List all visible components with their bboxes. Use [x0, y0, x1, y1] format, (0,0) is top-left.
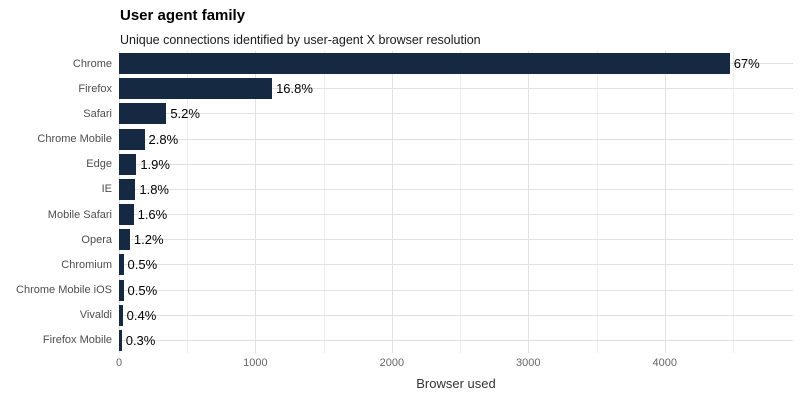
- bar-value-label-firefox-mobile: 0.3%: [125, 332, 156, 348]
- bar-value-label-mobile-safari: 1.6%: [137, 207, 168, 223]
- y-axis-label-safari: Safari: [83, 107, 112, 120]
- y-axis-label-edge: Edge: [86, 158, 112, 171]
- grid-line-vertical-major: [119, 51, 120, 353]
- x-tick-label-2000: 2000: [379, 357, 405, 369]
- bar-value-label-chrome-mobile: 2.8%: [148, 131, 179, 147]
- bar-edge[interactable]: [119, 153, 137, 175]
- grid-line-horizontal: [119, 163, 793, 165]
- grid-line-horizontal: [119, 289, 793, 291]
- y-axis-label-mobile-safari: Mobile Safari: [47, 208, 112, 221]
- grid-line-horizontal: [119, 264, 793, 266]
- bar-chrome-mobile[interactable]: [119, 128, 145, 150]
- bar-chromium[interactable]: [119, 254, 124, 276]
- bar-value-label-edge: 1.9%: [140, 156, 170, 172]
- bar-firefox-mobile[interactable]: [119, 329, 122, 351]
- grid-line-horizontal: [119, 113, 793, 115]
- grid-line-vertical-minor: [323, 51, 325, 353]
- y-axis-label-firefox: Firefox: [78, 82, 112, 95]
- grid-line-vertical-minor: [187, 51, 189, 353]
- bar-value-label-chromium: 0.5%: [127, 257, 158, 273]
- grid-line-vertical-minor: [460, 51, 462, 353]
- grid-line-vertical-minor: [732, 51, 734, 353]
- plot-area: 67% 16.8% 5.2% 2.8% 1.9% 1.8% 1.6% 1.2% 0.5% 0.5%…: [119, 51, 793, 353]
- y-axis-label-chrome-mobile: Chrome Mobile: [37, 133, 112, 146]
- y-axis-label-chrome-mobile-ios: Chrome Mobile iOS: [16, 284, 112, 297]
- x-tick-label-0: 0: [115, 357, 123, 369]
- grid-line-horizontal: [119, 138, 793, 140]
- bar-value-label-vivaldi: 0.4%: [126, 307, 157, 323]
- grid-line-vertical-minor: [596, 51, 598, 353]
- grid-line-vertical-major: [255, 51, 257, 353]
- x-tick-label-1000: 1000: [243, 357, 268, 369]
- bar-value-label-opera: 1.2%: [133, 232, 164, 248]
- y-axis-label-opera: Opera: [81, 233, 112, 246]
- grid-line-horizontal: [119, 214, 793, 216]
- grid-line-horizontal: [119, 88, 793, 90]
- bar-opera[interactable]: [119, 229, 130, 251]
- bar-chrome[interactable]: [119, 53, 730, 75]
- y-axis-label-firefox-mobile: Firefox Mobile: [42, 334, 112, 347]
- chart-title: User agent family: [120, 7, 246, 24]
- x-tick-label-4000: 4000: [652, 357, 677, 369]
- x-tick-label-3000: 3000: [516, 357, 541, 369]
- grid-line-horizontal: [119, 339, 793, 341]
- grid-line-horizontal: [119, 314, 793, 316]
- grid-line-horizontal: [119, 188, 793, 190]
- bar-firefox[interactable]: [119, 78, 273, 100]
- grid-line-vertical-major: [664, 51, 666, 353]
- x-axis-title: Browser used: [416, 376, 496, 391]
- bar-value-label-chrome: 67%: [733, 56, 760, 72]
- grid-line-horizontal: [119, 239, 793, 241]
- y-axis-label-ie: IE: [101, 183, 112, 196]
- bar-vivaldi[interactable]: [119, 304, 123, 326]
- bar-value-label-chrome-mobile-ios: 0.5%: [127, 282, 158, 298]
- bar-chrome-mobile-ios[interactable]: [119, 279, 124, 301]
- y-axis-label-vivaldi: Vivaldi: [79, 309, 112, 322]
- chart-subtitle: Unique connections identified by user-ag…: [120, 33, 481, 47]
- grid-line-vertical-major: [528, 51, 530, 353]
- bar-value-label-firefox: 16.8%: [276, 81, 313, 97]
- bar-value-label-ie: 1.8%: [139, 181, 169, 197]
- bar-value-label-safari: 5.2%: [170, 106, 200, 122]
- bar-mobile-safari[interactable]: [119, 204, 134, 226]
- grid-line-vertical-major: [391, 51, 393, 353]
- y-axis-label-chrome: Chrome: [72, 57, 112, 70]
- bar-safari[interactable]: [119, 103, 167, 125]
- y-axis-label-chromium: Chromium: [61, 258, 112, 271]
- bar-ie[interactable]: [119, 178, 136, 200]
